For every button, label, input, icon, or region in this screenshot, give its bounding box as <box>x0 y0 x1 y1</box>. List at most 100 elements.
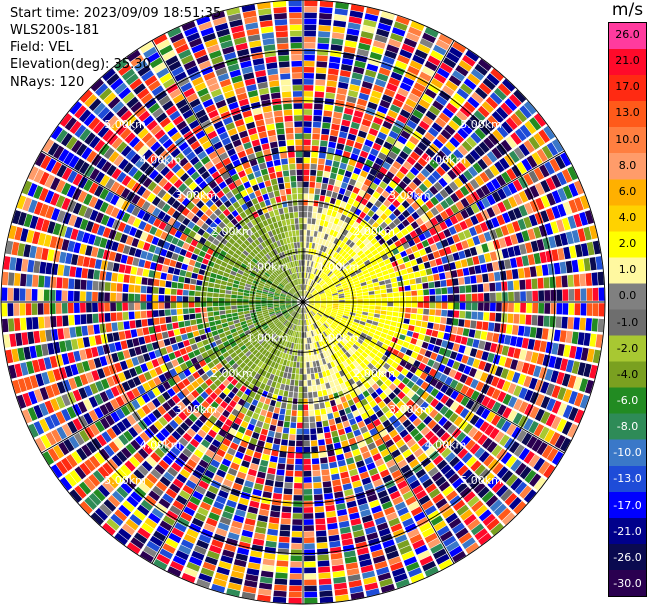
velocity-gate <box>445 490 458 502</box>
velocity-gate <box>304 313 307 320</box>
velocity-gate <box>150 468 162 480</box>
velocity-gate <box>331 191 338 199</box>
velocity-gate <box>513 385 523 397</box>
velocity-gate <box>276 322 282 328</box>
velocity-gate <box>185 326 192 333</box>
velocity-gate <box>421 321 428 328</box>
velocity-gate <box>244 579 258 588</box>
velocity-gate <box>342 360 349 368</box>
velocity-gate <box>375 208 384 217</box>
velocity-gate <box>298 313 301 320</box>
velocity-gate <box>331 311 337 315</box>
velocity-gate <box>394 344 402 351</box>
velocity-gate <box>551 451 564 466</box>
velocity-gate <box>450 270 458 278</box>
velocity-gate <box>339 370 345 377</box>
velocity-gate <box>438 90 451 101</box>
velocity-gate <box>328 326 334 332</box>
velocity-gate <box>500 102 513 116</box>
velocity-gate <box>328 528 339 536</box>
velocity-gate <box>448 440 460 451</box>
velocity-gate <box>486 398 496 410</box>
velocity-gate <box>351 299 357 302</box>
velocity-gate <box>577 258 585 272</box>
velocity-gate <box>92 291 98 302</box>
velocity-gate <box>435 391 444 401</box>
velocity-gate <box>269 516 280 524</box>
velocity-gate <box>478 254 486 264</box>
velocity-gate <box>460 396 470 407</box>
velocity-gate <box>304 284 306 291</box>
velocity-gate <box>451 165 462 176</box>
velocity-gate <box>235 348 242 355</box>
velocity-gate <box>340 532 353 540</box>
velocity-gate <box>325 309 332 313</box>
velocity-gate <box>170 295 177 302</box>
velocity-gate <box>317 320 322 326</box>
velocity-gate <box>378 400 386 409</box>
velocity-gate <box>305 291 308 297</box>
velocity-gate <box>314 305 320 308</box>
velocity-gate <box>56 381 66 394</box>
velocity-gate <box>396 195 405 204</box>
velocity-gate <box>363 366 371 374</box>
velocity-gate <box>274 362 279 370</box>
velocity-gate <box>254 334 261 340</box>
velocity-gate <box>367 209 375 218</box>
velocity-gate <box>75 267 83 278</box>
velocity-gate <box>62 315 69 327</box>
velocity-gate <box>208 444 218 453</box>
velocity-gate <box>212 410 221 419</box>
velocity-gate <box>333 185 340 193</box>
velocity-gate <box>319 584 332 591</box>
velocity-gate <box>182 378 191 387</box>
velocity-gate <box>237 412 245 420</box>
velocity-gate <box>529 473 542 487</box>
velocity-gate <box>155 503 168 514</box>
velocity-gate <box>200 567 215 577</box>
velocity-gate <box>336 143 345 151</box>
velocity-gate <box>490 522 504 536</box>
velocity-gate <box>327 449 335 457</box>
velocity-gate <box>354 388 362 396</box>
velocity-gate <box>260 459 269 467</box>
velocity-gate <box>374 560 388 570</box>
velocity-gate <box>312 282 317 288</box>
velocity-gate <box>193 433 203 443</box>
velocity-gate <box>294 483 303 489</box>
velocity-gate <box>457 465 469 476</box>
velocity-gate <box>312 309 318 313</box>
velocity-gate <box>356 216 363 224</box>
velocity-gate <box>318 152 326 159</box>
velocity-gate <box>473 110 486 122</box>
velocity-gate <box>372 221 380 230</box>
velocity-gate <box>411 296 418 302</box>
velocity-gate <box>382 161 391 170</box>
velocity-gate <box>235 338 242 345</box>
velocity-gate <box>428 227 437 236</box>
velocity-gate <box>562 289 569 301</box>
velocity-gate <box>380 383 388 391</box>
velocity-gate <box>455 110 468 122</box>
velocity-gate <box>231 309 238 313</box>
velocity-gate <box>291 303 298 306</box>
velocity-gate <box>562 201 573 215</box>
velocity-gate <box>551 385 561 399</box>
velocity-gate <box>382 55 395 65</box>
velocity-gate <box>312 206 318 213</box>
velocity-gate <box>315 269 320 275</box>
velocity-gate <box>257 315 264 319</box>
velocity-gate <box>491 414 501 426</box>
velocity-gate <box>281 308 287 312</box>
velocity-gate <box>289 573 302 580</box>
velocity-gate <box>353 332 360 338</box>
velocity-gate <box>249 307 256 311</box>
velocity-gate <box>315 284 320 290</box>
velocity-gate <box>371 46 384 55</box>
velocity-gate <box>344 556 357 564</box>
velocity-gate <box>406 438 417 448</box>
velocity-gate <box>227 582 242 591</box>
velocity-gate <box>366 462 376 471</box>
velocity-gate <box>332 296 339 299</box>
velocity-gate <box>230 352 238 359</box>
